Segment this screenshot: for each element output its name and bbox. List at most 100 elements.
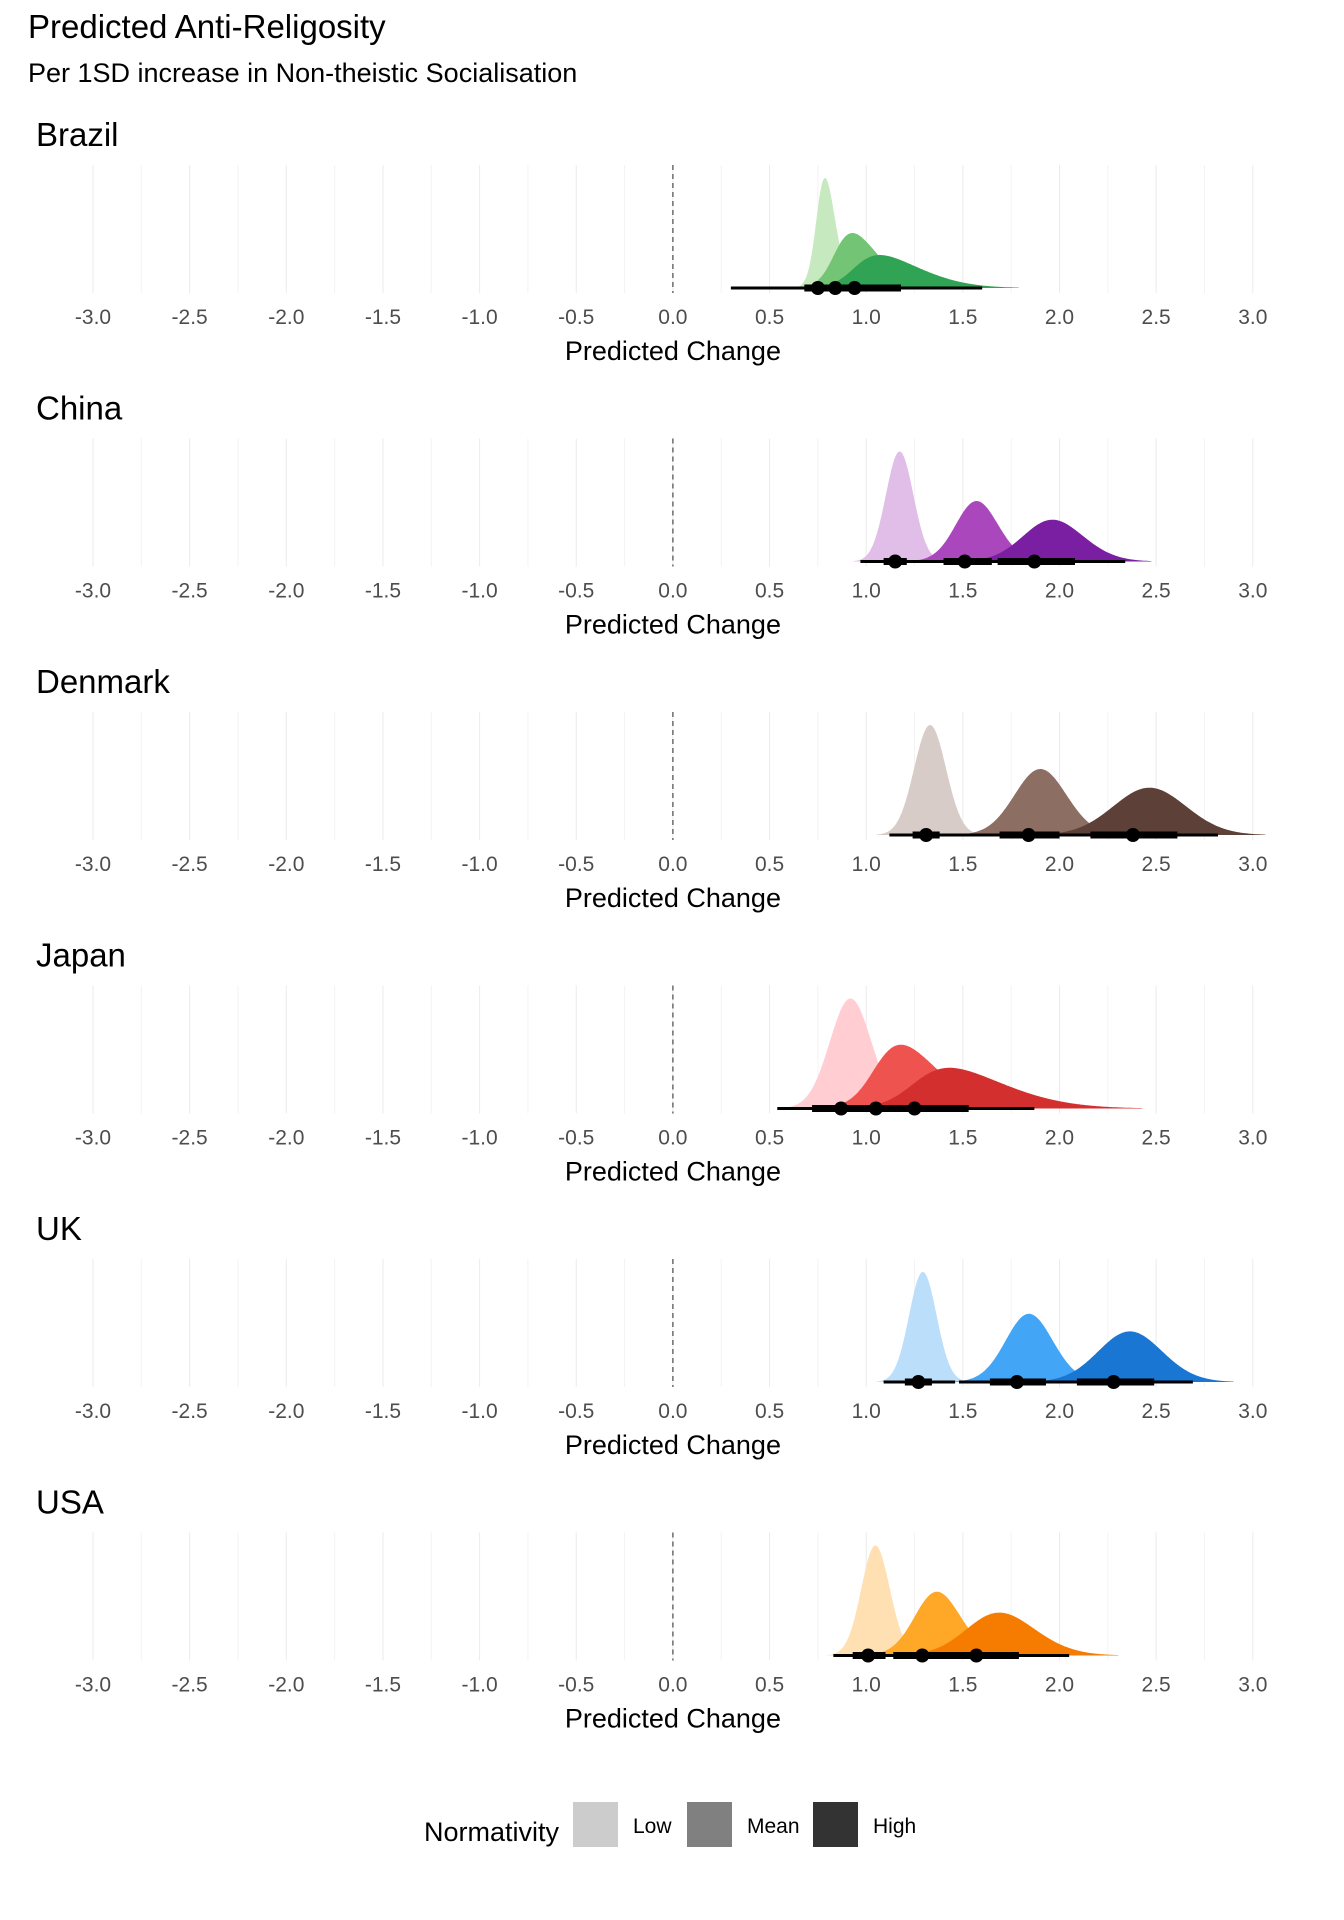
x-tick-label: -1.5 <box>365 1127 401 1150</box>
density-mean <box>909 501 1048 562</box>
x-tick-label: 2.5 <box>1142 1127 1171 1150</box>
x-tick-label: -2.5 <box>172 580 208 603</box>
x-tick-label: 3.0 <box>1238 580 1267 603</box>
x-tick-label: -0.5 <box>558 580 594 603</box>
x-tick-label: -1.0 <box>462 853 498 876</box>
x-tick-label: -2.0 <box>268 1674 304 1697</box>
density-mean <box>864 1591 1018 1656</box>
x-tick-label: 1.5 <box>948 306 977 329</box>
x-tick-label: -1.5 <box>365 1400 401 1423</box>
x-tick-label: 0.0 <box>658 1127 687 1150</box>
x-tick-label: -3.0 <box>75 1400 111 1423</box>
facet-title: Brazil <box>36 116 119 153</box>
x-tick-label: -2.5 <box>172 306 208 329</box>
x-tick-label: 0.5 <box>755 1127 784 1150</box>
x-tick-label: -0.5 <box>558 1400 594 1423</box>
x-tick-label: 0.5 <box>755 580 784 603</box>
x-tick-label: 3.0 <box>1238 853 1267 876</box>
x-tick-label: -3.0 <box>75 1127 111 1150</box>
x-tick-label: 2.5 <box>1142 1674 1171 1697</box>
x-tick-label: 1.5 <box>948 1127 977 1150</box>
x-tick-label: -3.0 <box>75 1674 111 1697</box>
x-tick-label: 0.0 <box>658 853 687 876</box>
x-tick-label: -1.0 <box>462 1674 498 1697</box>
x-tick-label: 3.0 <box>1238 1674 1267 1697</box>
density-low <box>827 1545 926 1656</box>
point-estimate-low <box>919 828 934 842</box>
x-axis-label: Predicted Change <box>565 1430 781 1460</box>
x-tick-label: 2.0 <box>1045 1127 1074 1150</box>
facet-panel-china: China -3.0 -2.5 -2.0 -1.5 -1.0 -0.5 0.0 0.5 1.0 1.… <box>36 390 1267 640</box>
x-tick-label: 1.0 <box>852 1674 881 1697</box>
facet-title: China <box>36 390 123 427</box>
x-tick-label: 1.5 <box>948 580 977 603</box>
x-axis-label: Predicted Change <box>565 336 781 366</box>
point-estimate-low <box>911 1375 926 1389</box>
density-low <box>780 998 923 1109</box>
x-tick-label: 3.0 <box>1238 1400 1267 1423</box>
legend-title: Normativity <box>424 1817 560 1847</box>
density-low <box>876 725 984 835</box>
x-tick-label: -1.0 <box>462 306 498 329</box>
x-tick-label: -3.0 <box>75 306 111 329</box>
x-axis-label: Predicted Change <box>565 1704 781 1734</box>
chart-title: Predicted Anti-Religosity <box>28 8 386 45</box>
x-tick-label: -2.5 <box>172 1674 208 1697</box>
point-estimate-mean <box>1021 828 1036 842</box>
x-tick-label: 2.0 <box>1045 1400 1074 1423</box>
x-tick-label: 0.5 <box>755 306 784 329</box>
x-tick-label: 2.0 <box>1045 306 1074 329</box>
facet-panel-uk: UK -3.0 -2.5 -2.0 -1.5 -1.0 -0.5 0.0 0.5 1.0 1.5 2.… <box>36 1210 1267 1460</box>
x-tick-label: 2.5 <box>1142 1400 1171 1423</box>
density-high <box>843 1067 1143 1109</box>
x-tick-label: -0.5 <box>558 1127 594 1150</box>
point-estimate-high <box>907 1101 922 1116</box>
point-estimate-high <box>969 1648 984 1663</box>
x-tick-label: -3.0 <box>75 853 111 876</box>
x-tick-label: 1.0 <box>852 1400 881 1423</box>
point-estimate-high <box>1106 1375 1121 1389</box>
x-tick-label: -1.5 <box>365 853 401 876</box>
x-tick-label: -1.0 <box>462 1127 498 1150</box>
x-axis-label: Predicted Change <box>565 883 781 913</box>
x-tick-label: -1.5 <box>365 580 401 603</box>
point-estimate-high <box>1027 554 1042 569</box>
density-high <box>1036 787 1266 835</box>
x-tick-label: -2.0 <box>268 1400 304 1423</box>
facet-title: Denmark <box>36 663 170 700</box>
legend-label-low: Low <box>633 1815 672 1838</box>
legend-label-high: High <box>873 1815 917 1838</box>
faceted-density-chart: Brazil -3.0 -2.5 -2.0 -1.5 -1.0 -0.5 0.0 0.5 1.0 1… <box>36 116 1267 1734</box>
density-high <box>807 255 1019 288</box>
x-tick-label: 2.5 <box>1142 306 1171 329</box>
x-tick-label: 3.0 <box>1238 306 1267 329</box>
point-estimate-high <box>1125 828 1140 842</box>
x-tick-label: 1.0 <box>852 306 881 329</box>
legend-label-mean: Mean <box>747 1815 800 1838</box>
point-estimate-high <box>847 281 862 295</box>
legend-swatch-mean <box>687 1802 732 1847</box>
x-tick-label: -0.5 <box>558 306 594 329</box>
x-tick-label: -2.0 <box>268 1127 304 1150</box>
x-tick-label: -0.5 <box>558 1674 594 1697</box>
x-tick-label: 1.5 <box>948 1674 977 1697</box>
density-low <box>876 1272 969 1382</box>
density-high <box>1030 1331 1234 1382</box>
x-tick-label: 2.0 <box>1045 853 1074 876</box>
facet-panel-usa: USA -3.0 -2.5 -2.0 -1.5 -1.0 -0.5 0.0 0.5 1.0 1.5 2… <box>36 1484 1267 1734</box>
x-tick-label: 2.5 <box>1142 580 1171 603</box>
x-tick-label: -2.0 <box>268 580 304 603</box>
density-mean <box>957 769 1126 835</box>
x-tick-label: 0.5 <box>755 1400 784 1423</box>
density-high <box>960 519 1152 562</box>
facet-title: UK <box>36 1210 82 1247</box>
x-tick-label: 0.0 <box>658 306 687 329</box>
x-tick-label: 1.5 <box>948 1400 977 1423</box>
legend-swatch-high <box>813 1802 858 1847</box>
density-high <box>895 1612 1119 1656</box>
point-estimate-low <box>888 554 903 569</box>
x-tick-label: 2.0 <box>1045 580 1074 603</box>
x-tick-label: -0.5 <box>558 853 594 876</box>
x-tick-label: 1.0 <box>852 1127 881 1150</box>
x-axis-label: Predicted Change <box>565 610 781 640</box>
